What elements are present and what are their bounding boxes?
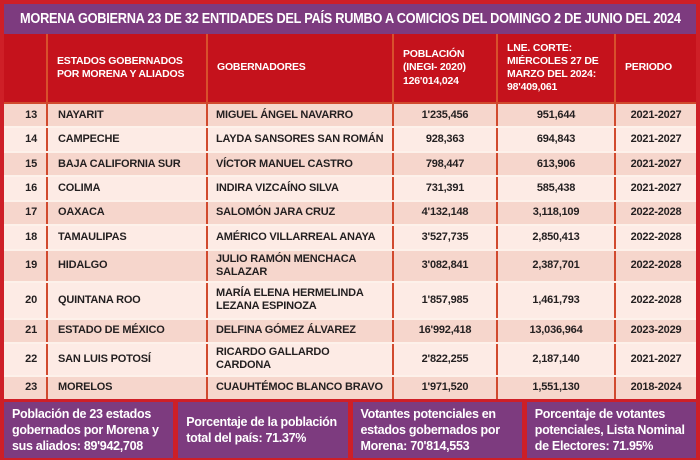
- period-value: 2021-2027: [616, 104, 696, 127]
- lne-value: 585,438: [498, 177, 616, 200]
- title-bar: MORENA GOBIERNA 23 DE 32 ENTIDADES DEL P…: [4, 4, 696, 34]
- header-lne: LNE. CORTE: MIÉRCOLES 27 DE MARZO DEL 20…: [498, 34, 616, 102]
- summary-population-total: Población de 23 estados gobernados por M…: [4, 402, 174, 458]
- state-name: BAJA CALIFORNIA SUR: [48, 152, 208, 176]
- header-period: PERIODO: [625, 61, 673, 74]
- population-value: 1'971,520: [394, 376, 498, 400]
- table-row: 14 CAMPECHE LAYDA SANSORES SAN ROMÁN 928…: [4, 126, 696, 151]
- summary-voters-percent: Porcentaje de votantes potenciales, List…: [526, 402, 696, 458]
- summary-population-percent: Porcentaje de la población total del paí…: [178, 402, 348, 458]
- row-number: 15: [4, 152, 48, 176]
- lne-value: 1,551,130: [498, 376, 616, 400]
- period-value: 2022-2028: [616, 283, 696, 318]
- header-states: ESTADOS GOBERNADOS POR MORENA Y ALIADOS: [48, 34, 208, 102]
- governor-name: MIGUEL ÁNGEL NAVARRO: [208, 104, 394, 127]
- table-row: 22 SAN LUIS POTOSÍ RICARDO GALLARDO CARD…: [4, 342, 696, 375]
- table-row: 21 ESTADO DE MÉXICO DELFINA GÓMEZ ÁLVARE…: [4, 317, 696, 343]
- table-body: 13 NAYARIT MIGUEL ÁNGEL NAVARRO 1'235,45…: [4, 104, 696, 400]
- lne-value: 694,843: [498, 128, 616, 151]
- state-name: QUINTANA ROO: [48, 283, 208, 318]
- governor-name: JULIO RAMÓN MENCHACA SALAZAR: [208, 250, 394, 281]
- period-value: 2021-2027: [616, 177, 696, 200]
- period-value: 2022-2028: [616, 201, 696, 225]
- period-value: 2021-2027: [616, 344, 696, 375]
- population-value: 16'992,418: [394, 319, 498, 343]
- governor-name: SALOMÓN JARA CRUZ: [208, 201, 394, 225]
- row-number: 19: [4, 250, 48, 281]
- table-row: 15 BAJA CALIFORNIA SUR VÍCTOR MANUEL CAS…: [4, 150, 696, 176]
- row-number: 16: [4, 177, 48, 200]
- population-value: 798,447: [394, 152, 498, 176]
- row-number: 13: [4, 104, 48, 127]
- row-number: 23: [4, 376, 48, 400]
- states-table: ESTADOS GOBERNADOS POR MORENA Y ALIADOS …: [4, 34, 696, 400]
- state-name: OAXACA: [48, 201, 208, 225]
- period-value: 2022-2028: [616, 226, 696, 249]
- population-value: 3'527,735: [394, 226, 498, 249]
- summary-footer: Población de 23 estados gobernados por M…: [4, 402, 696, 458]
- table-row: 13 NAYARIT MIGUEL ÁNGEL NAVARRO 1'235,45…: [4, 104, 696, 127]
- summary-voters-total: Votantes potenciales en estados gobernad…: [352, 402, 522, 458]
- row-number: 21: [4, 319, 48, 343]
- lne-value: 2,387,701: [498, 250, 616, 281]
- table-row: 23 MORELOS CUAUHTÉMOC BLANCO BRAVO 1'971…: [4, 374, 696, 400]
- table-row: 19 HIDALGO JULIO RAMÓN MENCHACA SALAZAR …: [4, 248, 696, 281]
- header-population: POBLACIÓN (INEGI- 2020) 126'014,024: [394, 34, 498, 102]
- table-header: ESTADOS GOBERNADOS POR MORENA Y ALIADOS …: [4, 34, 696, 104]
- row-number: 14: [4, 128, 48, 151]
- population-value: 3'082,841: [394, 250, 498, 281]
- governor-name: AMÉRICO VILLARREAL ANAYA: [208, 226, 394, 249]
- governor-name: CUAUHTÉMOC BLANCO BRAVO: [208, 376, 394, 400]
- governor-name: VÍCTOR MANUEL CASTRO: [208, 152, 394, 176]
- population-value: 2'822,255: [394, 344, 498, 375]
- lne-value: 1,461,793: [498, 283, 616, 318]
- row-number: 17: [4, 201, 48, 225]
- period-value: 2022-2028: [616, 250, 696, 281]
- state-name: ESTADO DE MÉXICO: [48, 319, 208, 343]
- population-value: 4'132,148: [394, 201, 498, 225]
- table-row: 18 TAMAULIPAS AMÉRICO VILLARREAL ANAYA 3…: [4, 224, 696, 249]
- header-row-number: [4, 34, 48, 102]
- governor-name: DELFINA GÓMEZ ÁLVAREZ: [208, 319, 394, 343]
- governor-name: MARÍA ELENA HERMELINDA LEZANA ESPINOZA: [208, 283, 394, 318]
- lne-value: 613,906: [498, 152, 616, 176]
- row-number: 22: [4, 344, 48, 375]
- state-name: COLIMA: [48, 177, 208, 200]
- period-value: 2023-2029: [616, 319, 696, 343]
- lne-value: 2,850,413: [498, 226, 616, 249]
- state-name: SAN LUIS POTOSÍ: [48, 344, 208, 375]
- lne-value: 13,036,964: [498, 319, 616, 343]
- header-governors: GOBERNADORES: [208, 34, 394, 102]
- lne-value: 951,644: [498, 104, 616, 127]
- state-name: TAMAULIPAS: [48, 226, 208, 249]
- population-value: 928,363: [394, 128, 498, 151]
- table-row: 17 OAXACA SALOMÓN JARA CRUZ 4'132,148 3,…: [4, 199, 696, 225]
- period-value: 2018-2024: [616, 376, 696, 400]
- state-name: NAYARIT: [48, 104, 208, 127]
- population-value: 1'857,985: [394, 283, 498, 318]
- table-row: 20 QUINTANA ROO MARÍA ELENA HERMELINDA L…: [4, 281, 696, 318]
- governor-name: RICARDO GALLARDO CARDONA: [208, 344, 394, 375]
- period-value: 2021-2027: [616, 128, 696, 151]
- lne-value: 3,118,109: [498, 201, 616, 225]
- row-number: 20: [4, 283, 48, 318]
- population-value: 731,391: [394, 177, 498, 200]
- table-row: 16 COLIMA INDIRA VIZCAÍNO SILVA 731,391 …: [4, 175, 696, 200]
- page-title: MORENA GOBIERNA 23 DE 32 ENTIDADES DEL P…: [19, 11, 681, 27]
- row-number: 18: [4, 226, 48, 249]
- state-name: MORELOS: [48, 376, 208, 400]
- lne-value: 2,187,140: [498, 344, 616, 375]
- governor-name: LAYDA SANSORES SAN ROMÁN: [208, 128, 394, 151]
- period-value: 2021-2027: [616, 152, 696, 176]
- governor-name: INDIRA VIZCAÍNO SILVA: [208, 177, 394, 200]
- population-value: 1'235,456: [394, 104, 498, 127]
- state-name: HIDALGO: [48, 250, 208, 281]
- state-name: CAMPECHE: [48, 128, 208, 151]
